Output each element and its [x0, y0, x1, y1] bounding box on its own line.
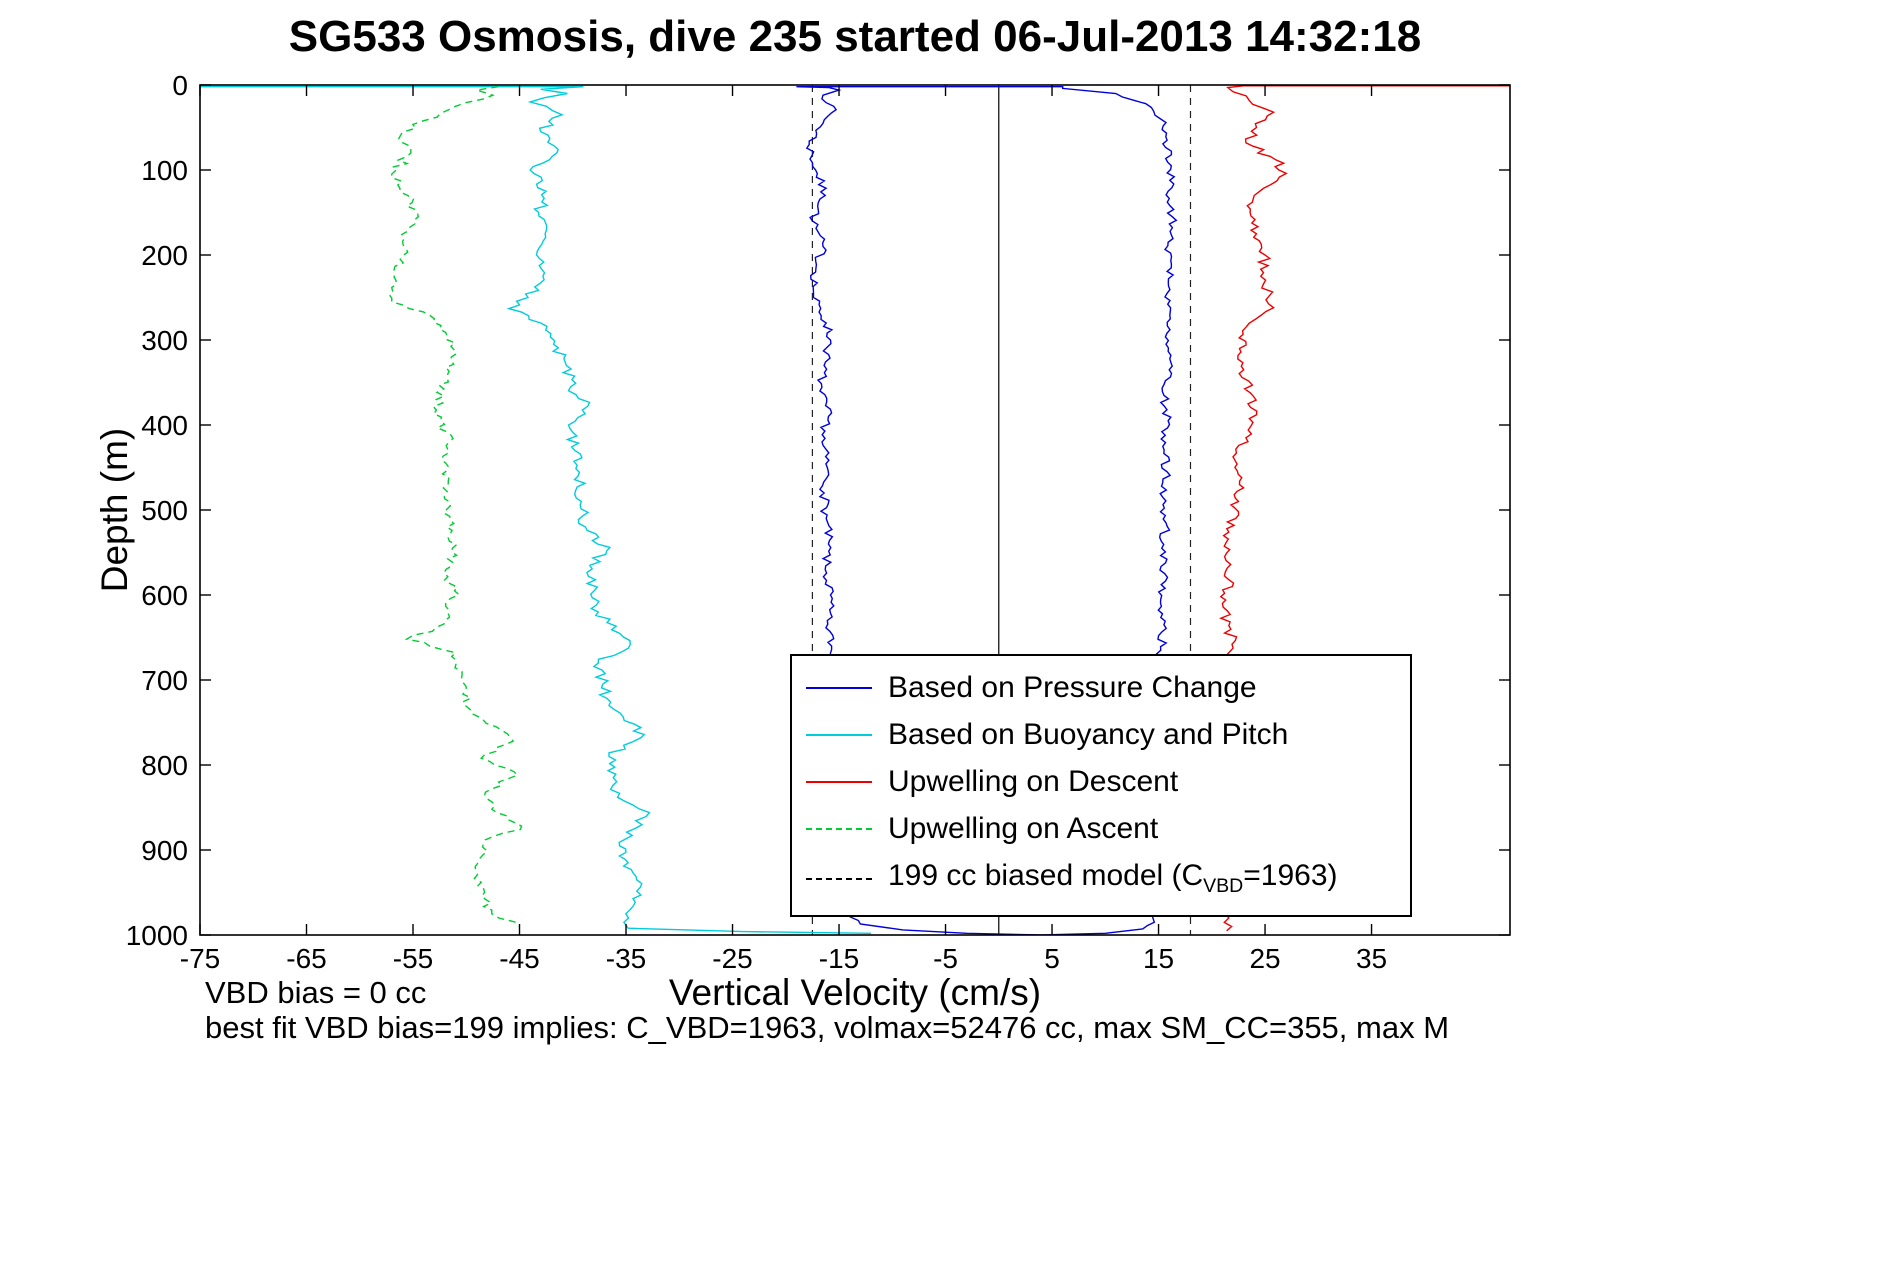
best-fit-annotation: best fit VBD bias=199 implies: C_VBD=196…: [205, 1010, 1450, 1045]
x-tick-label: -35: [606, 943, 646, 974]
x-tick-label: -55: [393, 943, 433, 974]
x-tick-label: -65: [286, 943, 326, 974]
y-tick-label: 0: [172, 70, 188, 101]
legend-line-sample: [806, 780, 872, 783]
x-axis-label: Vertical Velocity (cm/s): [668, 972, 1042, 1013]
y-tick-label: 700: [141, 665, 188, 696]
x-tick-label: 35: [1356, 943, 1387, 974]
x-tick-label: 5: [1044, 943, 1060, 974]
legend: Based on Pressure Change Based on Buoyanc…: [790, 654, 1412, 917]
y-tick-label: 800: [141, 750, 188, 781]
y-tick-label: 500: [141, 495, 188, 526]
chart-title: SG533 Osmosis, dive 235 started 06-Jul-2…: [288, 12, 1422, 61]
legend-label: Upwelling on Descent: [888, 764, 1179, 798]
legend-label: Based on Pressure Change: [888, 670, 1257, 704]
y-tick-label: 900: [141, 835, 188, 866]
legend-line-sample: [806, 828, 872, 831]
x-tick-label: -45: [499, 943, 539, 974]
legend-line-sample: [806, 686, 872, 689]
legend-entry: Based on Pressure Change: [806, 671, 1402, 705]
y-tick-label: 1000: [126, 920, 188, 951]
x-tick-label: -25: [712, 943, 752, 974]
x-tick-label: -75: [180, 943, 220, 974]
x-tick-label: 25: [1249, 943, 1280, 974]
series-based-on-pressure-change: [796, 86, 1178, 935]
legend-label: Based on Buoyancy and Pitch: [888, 717, 1289, 751]
series-upwelling-on-ascent: [388, 86, 523, 927]
series-based-on-buoyancy-and-pitch: [200, 86, 872, 934]
y-tick-label: 400: [141, 410, 188, 441]
legend-entry: 199 cc biased model (CVBD=1963): [806, 859, 1402, 898]
y-tick-label: 300: [141, 325, 188, 356]
legend-entry: Based on Buoyancy and Pitch: [806, 718, 1402, 752]
legend-line-sample: [806, 733, 872, 736]
legend-entry: Upwelling on Ascent: [806, 812, 1402, 846]
y-axis-label: Depth (m): [94, 427, 135, 593]
legend-label: Upwelling on Ascent: [888, 812, 1159, 846]
x-tick-label: -5: [933, 943, 958, 974]
legend-entry: Upwelling on Descent: [806, 765, 1402, 799]
x-tick-label: 15: [1143, 943, 1174, 974]
y-tick-label: 600: [141, 580, 188, 611]
y-tick-label: 200: [141, 240, 188, 271]
legend-label: 199 cc biased model (CVBD=1963): [888, 859, 1338, 898]
x-tick-label: -15: [819, 943, 859, 974]
y-tick-label: 100: [141, 155, 188, 186]
legend-line-sample: [806, 877, 872, 880]
vbd-bias-annotation: VBD bias = 0 cc: [205, 975, 427, 1010]
